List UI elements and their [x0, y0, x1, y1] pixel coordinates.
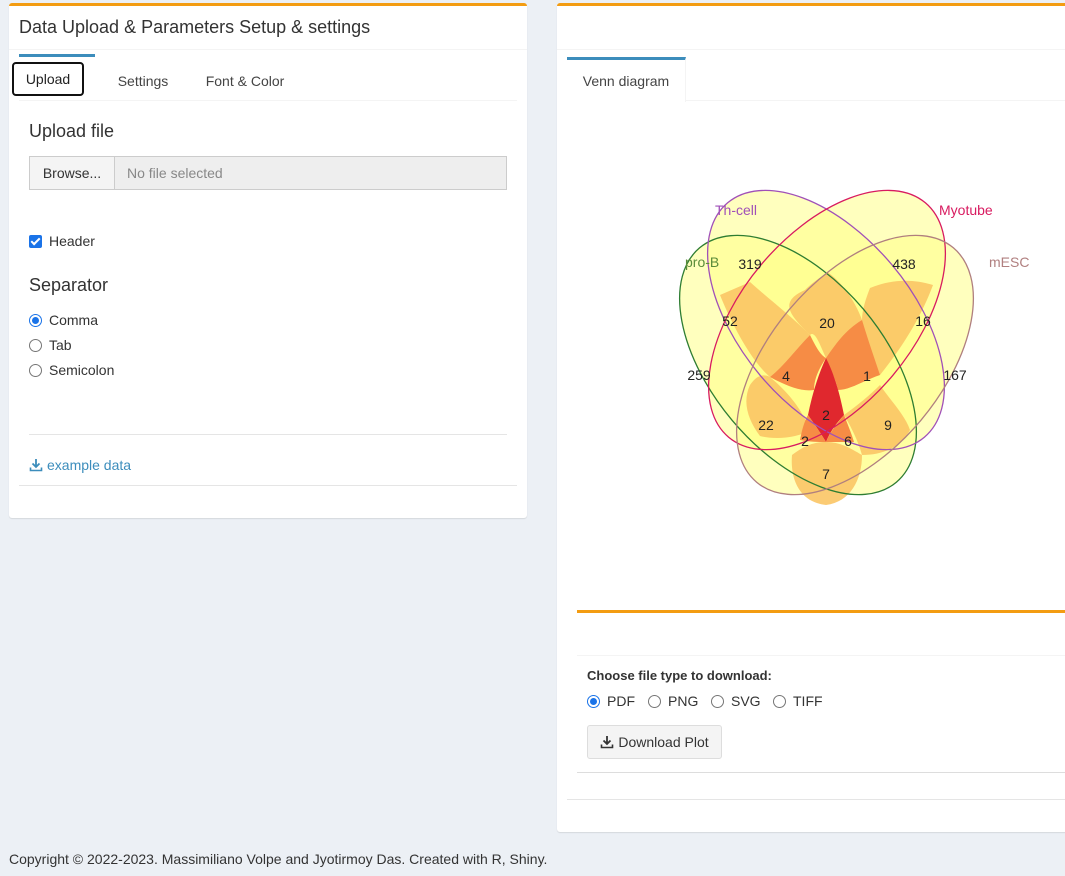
separator-option-comma[interactable]: Comma [29, 312, 98, 328]
file-name-field: No file selected [115, 157, 506, 189]
panel-title: Data Upload & Parameters Setup & setting… [9, 6, 527, 50]
region-count: 1 [863, 368, 871, 384]
region-count: 438 [892, 256, 916, 272]
radio-pdf[interactable] [587, 694, 600, 708]
venn-set-labels: pro-B Th-cell Myotube mESC [685, 202, 1029, 270]
tab-upload[interactable]: Upload [12, 62, 84, 96]
region-count: 20 [819, 315, 835, 331]
set-outline-pro-b [678, 234, 918, 496]
region-count: 167 [943, 367, 967, 383]
header-checkbox[interactable] [29, 234, 42, 248]
footer-copyright: Copyright © 2022-2023. Massimiliano Volp… [9, 851, 548, 867]
download-icon [29, 459, 43, 472]
download-icon [601, 736, 614, 749]
panel-header [557, 6, 1065, 50]
venn-outlines [678, 189, 975, 496]
download-plot-label: Download Plot [618, 734, 709, 750]
radio-svg-label: SVG [731, 693, 761, 709]
example-data-label: example data [47, 457, 132, 473]
set-outline-th-cell [706, 189, 946, 451]
radio-comma[interactable] [29, 313, 42, 327]
separator-option-tab[interactable]: Tab [29, 337, 72, 353]
region-count: 6 [844, 433, 852, 449]
region-count: 259 [687, 367, 711, 383]
separator-option-semicolon[interactable]: Semicolon [29, 362, 114, 378]
file-input[interactable]: Browse... No file selected [29, 156, 507, 190]
radio-tab[interactable] [29, 338, 42, 352]
region-count: 9 [884, 417, 892, 433]
download-panel-header [577, 613, 1065, 656]
region-count: 52 [722, 313, 738, 329]
radio-comma-label: Comma [49, 312, 99, 328]
region-count: 7 [822, 466, 830, 482]
radio-tiff[interactable] [773, 694, 786, 708]
venn-diagram: pro-B Th-cell Myotube mESC 259 319 438 1… [678, 189, 1029, 505]
region-count: 16 [915, 313, 931, 329]
radio-png[interactable] [648, 694, 661, 708]
region-count: 4 [782, 368, 790, 384]
radio-pdf-label: PDF [607, 693, 635, 709]
header-checkbox-row[interactable]: Header [29, 233, 95, 249]
filetype-svg[interactable]: SVG [711, 693, 761, 709]
active-tab-indicator [19, 54, 95, 57]
region-count: 319 [738, 256, 762, 272]
tab-font-color[interactable]: Font & Color [205, 73, 285, 89]
region-count: 2 [801, 433, 809, 449]
header-label: Header [49, 233, 95, 249]
filetype-png[interactable]: PNG [648, 693, 698, 709]
separator-heading: Separator [29, 275, 109, 295]
tab-divider-right [685, 100, 1065, 101]
divider-right-bottom [567, 799, 1065, 800]
radio-semicolon[interactable] [29, 363, 42, 377]
set-label-th-cell: Th-cell [715, 202, 757, 218]
region-count: 22 [758, 417, 774, 433]
tab-settings[interactable]: Settings [117, 73, 169, 89]
divider-bottom [19, 485, 517, 486]
region-count: 2 [822, 407, 830, 423]
download-plot-button[interactable]: Download Plot [587, 725, 722, 759]
venn-region-shading [720, 272, 933, 505]
radio-svg[interactable] [711, 694, 724, 708]
set-label-mesc: mESC [989, 254, 1029, 270]
venn-region-counts: 259 319 438 167 52 20 16 4 1 2 22 9 2 6 … [687, 256, 967, 482]
radio-png-label: PNG [668, 693, 699, 709]
download-heading: Choose file type to download: [587, 668, 772, 683]
download-panel [577, 610, 1065, 773]
radio-semicolon-label: Semicolon [49, 362, 115, 378]
set-outline-mesc [735, 234, 975, 496]
filetype-tiff[interactable]: TIFF [773, 693, 823, 709]
browse-button[interactable]: Browse... [30, 157, 115, 189]
upload-file-heading: Upload file [29, 121, 115, 141]
set-label-myotube: Myotube [939, 202, 993, 218]
radio-tiff-label: TIFF [793, 693, 823, 709]
example-data-link[interactable]: example data [29, 457, 131, 473]
set-outline-myotube [707, 189, 947, 451]
tab-divider [19, 100, 517, 101]
filetype-pdf[interactable]: PDF [587, 693, 635, 709]
set-label-pro-b: pro-B [685, 254, 719, 270]
radio-tab-label: Tab [49, 337, 72, 353]
divider [29, 434, 507, 435]
tab-venn-diagram[interactable]: Venn diagram [567, 57, 686, 102]
upload-settings-panel: Data Upload & Parameters Setup & setting… [9, 3, 527, 518]
